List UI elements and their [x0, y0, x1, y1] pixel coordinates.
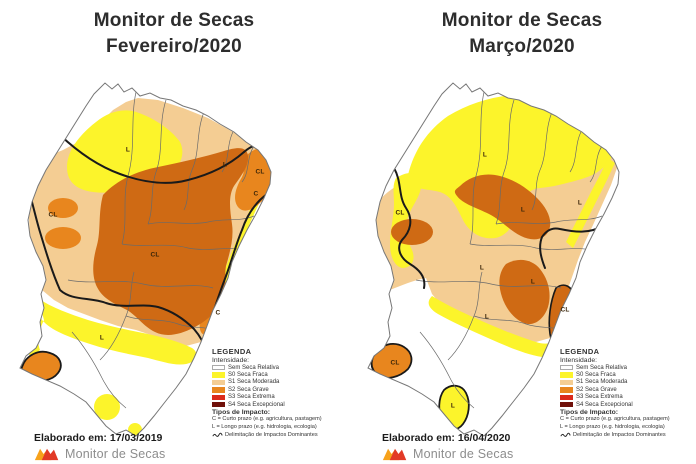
- legend-swatch: [212, 394, 225, 400]
- region-outline: [367, 82, 620, 437]
- legend-impact-item: L = Longo prazo (e.g. hidrologia, ecolog…: [560, 423, 665, 430]
- legend-swatch: [212, 364, 225, 371]
- legend-swatch: [560, 379, 573, 386]
- legend-item-label: S4 Seca Excepcional: [228, 401, 285, 408]
- monitor-logo-text: Monitor de Secas: [413, 447, 514, 461]
- legend-item-label: Sem Seca Relativa: [576, 364, 628, 371]
- map-s0-blob: [94, 394, 120, 420]
- legend-item: S2 Seca Grave: [560, 386, 696, 393]
- wavy-line-icon: [560, 432, 571, 437]
- legend-items: Sem Seca Relativa S0 Seca Fraca S1 Seca Mo…: [560, 364, 696, 408]
- map-title-line1: Monitor de Secas: [93, 10, 255, 31]
- legend-item: S1 Seca Moderada: [212, 379, 348, 386]
- legend-item: S3 Seca Extrema: [212, 394, 348, 401]
- elaborated-date: Elaborado em: 17/03/2019: [34, 432, 163, 444]
- legend-item-label: S0 Seca Fraca: [576, 372, 616, 379]
- drought-map-february: [19, 82, 272, 437]
- legend-impact-lines: C = Curto prazo (e.g. agricultura, pasta…: [212, 416, 348, 431]
- legend-swatch: [560, 387, 573, 393]
- legend-item-label: S2 Seca Grave: [576, 386, 617, 393]
- legend-item-label: S2 Seca Grave: [228, 386, 269, 393]
- monitor-logo-icon: [34, 448, 59, 461]
- legend-swatch: [560, 364, 573, 371]
- legend-title: LEGENDA: [212, 347, 252, 356]
- state-borders: [415, 91, 603, 409]
- legend-item-label: S0 Seca Fraca: [228, 372, 268, 379]
- legend-impact-item: C = Curto prazo (e.g. agricultura, pasta…: [560, 416, 670, 423]
- map-s2-patch-west: [391, 219, 433, 245]
- legend-impact-lines: C = Curto prazo (e.g. agricultura, pasta…: [560, 416, 696, 431]
- region-outline: [19, 82, 272, 437]
- legend-intensity-label: Intensidade:: [212, 357, 250, 364]
- map-container: L L CL C CL CL C L: [8, 80, 308, 442]
- legend-swatch: [560, 394, 573, 400]
- legend-item-label: S1 Seca Moderada: [576, 379, 628, 386]
- legend-item: S2 Seca Grave: [212, 386, 348, 393]
- legend-items: Sem Seca Relativa S0 Seca Fraca S1 Seca Mo…: [212, 364, 348, 408]
- monitor-logo-text: Monitor de Secas: [65, 447, 166, 461]
- legend-item: S0 Seca Fraca: [560, 371, 696, 378]
- legend-delimitation: Delimitação de Impactos Dominantes: [560, 432, 696, 438]
- legend-swatch: [212, 387, 225, 393]
- map-s0-north-layer: [408, 93, 616, 239]
- map-s2-patch-southwest: [370, 343, 413, 379]
- map-s2-patch-west2: [45, 227, 81, 249]
- panel-february: Monitor de Secas Fevereiro/2020: [0, 8, 348, 462]
- legend-item: S4 Seca Excepcional: [560, 401, 696, 408]
- map-s0-south-layer: [25, 298, 197, 365]
- map-s2-patch-southcenter: [499, 259, 550, 325]
- legend-item-label: S3 Seca Extrema: [228, 394, 275, 401]
- legend-impact-item: C = Curto prazo (e.g. agricultura, pasta…: [212, 416, 322, 423]
- legend-impact-title: Tipos de Impacto:: [212, 409, 271, 417]
- monitor-logo: Monitor de Secas: [382, 446, 513, 462]
- legend-item-label: S4 Seca Excepcional: [576, 401, 633, 408]
- drought-map-march: [367, 82, 620, 437]
- map-title: Monitor de Secas Fevereiro/2020: [0, 8, 348, 59]
- legend-item: S0 Seca Fraca: [212, 371, 348, 378]
- impact-delimitation-lines: [393, 134, 619, 289]
- map-title-line1: Monitor de Secas: [441, 10, 603, 31]
- legend-impact-item: L = Longo prazo (e.g. hidrologia, ecolog…: [212, 423, 317, 430]
- wavy-line-icon: [212, 432, 223, 437]
- monitor-logo: Monitor de Secas: [34, 446, 165, 462]
- legend-delimitation-label: Delimitação de Impactos Dominantes: [573, 431, 666, 438]
- map-s2-central-region: [93, 148, 249, 335]
- legend-swatch: [560, 372, 573, 378]
- legend-item: S3 Seca Extrema: [560, 394, 696, 401]
- legend-item: Sem Seca Relativa: [212, 364, 348, 371]
- legend-swatch: [212, 379, 225, 386]
- map-s0-coast-layer: [566, 158, 615, 248]
- legend-item-label: S3 Seca Extrema: [576, 394, 623, 401]
- legend-impact-title: Tipos de Impacto:: [560, 409, 619, 417]
- map-s2-patch-coaststrip: [548, 284, 576, 346]
- elaborated-date: Elaborado em: 16/04/2020: [382, 432, 511, 444]
- legend-swatch: [560, 401, 573, 408]
- map-title-line2: Março/2020: [469, 35, 575, 57]
- legend-swatch: [212, 372, 225, 378]
- monitor-logo-icon: [382, 448, 407, 461]
- map-s0-blob-south: [438, 384, 470, 431]
- legend-item-label: Sem Seca Relativa: [228, 364, 280, 371]
- legend: LEGENDA Intensidade: Sem Seca Relativa S0…: [212, 347, 348, 438]
- legend-item: S1 Seca Moderada: [560, 379, 696, 386]
- map-s0-south-layer: [428, 296, 561, 358]
- legend-title: LEGENDA: [560, 347, 600, 356]
- map-title-line2: Fevereiro/2020: [106, 35, 242, 57]
- state-borders: [67, 91, 255, 409]
- legend-delimitation: Delimitação de Impactos Dominantes: [212, 432, 348, 438]
- legend-item-label: S1 Seca Moderada: [228, 379, 280, 386]
- legend-intensity-label: Intensidade:: [560, 357, 598, 364]
- legend-item: Sem Seca Relativa: [560, 364, 696, 371]
- panel-march: Monitor de Secas Março/2020: [348, 0, 696, 464]
- legend-item: S4 Seca Excepcional: [212, 401, 348, 408]
- legend-delimitation-label: Delimitação de Impactos Dominantes: [225, 431, 318, 438]
- legend: LEGENDA Intensidade: Sem Seca Relativa S0…: [560, 347, 696, 438]
- legend-swatch: [212, 401, 225, 408]
- map-container: L CL L L L L CL L CL L: [356, 80, 656, 442]
- map-s2-patch-west1: [48, 198, 78, 218]
- map-title: Monitor de Secas Março/2020: [348, 8, 696, 59]
